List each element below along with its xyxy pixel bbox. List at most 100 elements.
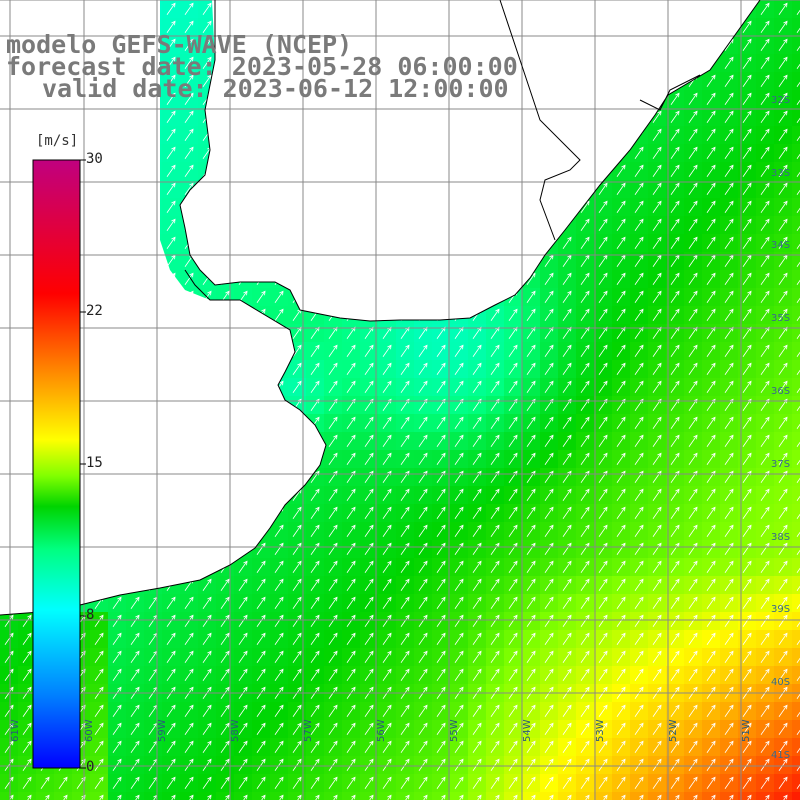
- wind-arrow: [634, 218, 644, 231]
- wind-arrow: [472, 758, 482, 771]
- wind-arrow: [670, 632, 680, 645]
- wind-arrow: [598, 218, 608, 231]
- wind-arrow: [508, 758, 518, 771]
- lat-label: 33S: [771, 168, 791, 179]
- wind-arrow: [346, 524, 356, 537]
- wind-arrow: [328, 362, 338, 375]
- wind-arrow: [706, 434, 716, 447]
- wind-arrow: [328, 704, 338, 717]
- wind-arrow: [724, 128, 734, 141]
- wind-arrow: [382, 758, 392, 771]
- wind-arrow: [724, 416, 734, 429]
- wind-arrow: [526, 650, 536, 663]
- wind-arrow: [418, 668, 428, 681]
- wind-arrow: [562, 542, 572, 555]
- wind-arrow: [598, 344, 608, 357]
- wind-arrow: [166, 596, 176, 609]
- wind-arrow: [724, 164, 734, 177]
- wind-arrow: [765, 794, 770, 800]
- wind-arrow: [328, 758, 338, 771]
- wind-arrow: [580, 272, 590, 285]
- wind-arrow: [508, 452, 518, 465]
- wind-arrow: [256, 596, 266, 609]
- wind-arrow: [526, 488, 536, 501]
- wind-arrow: [166, 668, 176, 681]
- wind-arrow: [544, 524, 554, 537]
- wind-arrow: [364, 362, 374, 375]
- wind-arrow: [706, 578, 716, 591]
- wind-arrow: [99, 794, 104, 800]
- wind-arrow: [382, 722, 392, 735]
- wind-arrow: [274, 704, 284, 717]
- wind-arrow: [706, 146, 716, 159]
- wind-arrow: [490, 506, 500, 519]
- wind-speed-cell: [324, 792, 342, 800]
- wind-arrow: [616, 614, 626, 627]
- lon-label: 58W: [230, 719, 241, 742]
- wind-arrow: [652, 308, 662, 321]
- wind-arrow: [544, 290, 554, 303]
- wind-arrow: [382, 578, 392, 591]
- wind-arrow: [580, 542, 590, 555]
- wind-arrow: [274, 668, 284, 681]
- wind-arrow: [454, 596, 464, 609]
- wind-arrow: [94, 704, 104, 717]
- wind-arrow: [220, 578, 230, 591]
- wind-speed-cell: [414, 792, 432, 800]
- wind-arrow: [652, 704, 662, 717]
- wind-arrow: [418, 380, 428, 393]
- wind-arrow: [454, 704, 464, 717]
- coastline: [0, 0, 761, 616]
- wind-arrow: [274, 290, 284, 303]
- wind-arrow: [598, 650, 608, 663]
- wind-arrow: [4, 722, 14, 735]
- wind-arrow: [778, 542, 788, 555]
- wind-arrow: [202, 596, 212, 609]
- wind-arrow: [171, 794, 176, 800]
- wind-arrow: [706, 542, 716, 555]
- wind-arrow: [670, 344, 680, 357]
- wind-arrow: [382, 362, 392, 375]
- wind-arrow: [544, 380, 554, 393]
- wind-speed-cell: [792, 306, 800, 324]
- wind-arrow: [634, 182, 644, 195]
- wind-arrow: [616, 596, 626, 609]
- wind-arrow: [616, 290, 626, 303]
- wind-arrow: [220, 740, 230, 753]
- wind-arrow: [760, 560, 770, 573]
- wind-arrow: [760, 146, 770, 159]
- wind-arrow: [544, 416, 554, 429]
- wind-arrow: [274, 308, 284, 321]
- wind-arrow: [292, 578, 302, 591]
- wind-arrow: [117, 794, 122, 800]
- wind-arrow: [742, 164, 752, 177]
- wind-arrow: [94, 668, 104, 681]
- wind-arrow: [292, 380, 302, 393]
- wind-arrow: [166, 146, 176, 159]
- wind-arrow: [166, 20, 176, 33]
- wind-arrow: [706, 560, 716, 573]
- wind-arrow: [796, 99, 800, 105]
- wind-arrow: [616, 200, 626, 213]
- lon-label: 56W: [376, 719, 387, 742]
- wind-arrow: [490, 524, 500, 537]
- wind-arrow: [472, 668, 482, 681]
- wind-arrow: [184, 722, 194, 735]
- wind-arrow: [364, 542, 374, 555]
- wind-arrow: [292, 758, 302, 771]
- wind-arrow: [22, 650, 32, 663]
- wind-arrow: [423, 794, 428, 800]
- wind-arrow: [490, 578, 500, 591]
- wind-arrow: [292, 704, 302, 717]
- wind-arrow: [706, 344, 716, 357]
- wind-arrow: [544, 452, 554, 465]
- wind-arrow: [616, 722, 626, 735]
- wind-arrow: [796, 369, 800, 375]
- wind-arrow: [418, 488, 428, 501]
- wind-arrow: [400, 776, 410, 789]
- wind-speed-cell: [738, 792, 756, 800]
- wind-arrow: [202, 722, 212, 735]
- wind-speed-cell: [792, 594, 800, 612]
- wind-arrow: [634, 758, 644, 771]
- wind-arrow: [688, 452, 698, 465]
